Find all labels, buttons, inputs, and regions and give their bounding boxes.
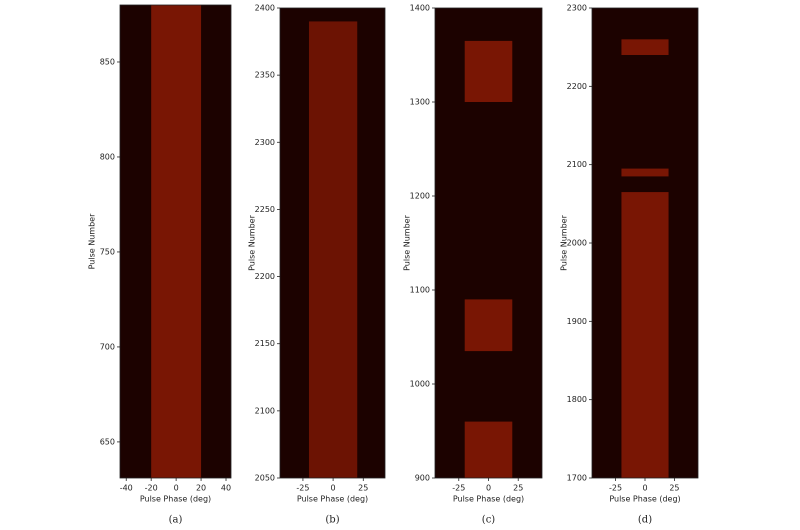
- caption: (a): [169, 515, 183, 526]
- x-tick-label: 0: [331, 484, 336, 493]
- x-tick-label: 0: [642, 484, 647, 493]
- plot-frame: [119, 4, 232, 479]
- y-axis-label: Pulse Number: [88, 213, 97, 269]
- caption: (b): [325, 515, 339, 526]
- x-tick-label: -25: [609, 484, 622, 493]
- y-tick-label: 1100: [410, 286, 430, 295]
- y-tick-label: 800: [100, 152, 115, 161]
- y-tick-label: 1900: [567, 317, 587, 326]
- emission-region: [464, 299, 513, 352]
- y-axis-label: Pulse Number: [560, 214, 569, 270]
- y-tick-label: 2100: [567, 160, 587, 169]
- x-tick-label: -25: [296, 484, 309, 493]
- y-tick-label: 900: [415, 474, 430, 483]
- x-axis-label: Pulse Phase (deg): [609, 495, 680, 504]
- y-tick-label: 1200: [410, 192, 430, 201]
- x-tick-label: -40: [120, 484, 133, 493]
- x-tick-label: 40: [221, 484, 231, 493]
- y-tick-label: 2300: [255, 138, 275, 147]
- y-tick-label: 1000: [410, 380, 430, 389]
- y-axis-label: Pulse Number: [248, 214, 257, 270]
- x-axis-label: Pulse Phase (deg): [140, 495, 211, 504]
- x-tick-label: -20: [145, 484, 158, 493]
- x-tick-label: 25: [358, 484, 368, 493]
- plot-frame: [279, 7, 386, 479]
- y-tick-label: 2150: [255, 339, 275, 348]
- emission-region: [464, 421, 513, 478]
- y-tick-label: 850: [100, 57, 115, 66]
- y-tick-label: 2400: [255, 4, 275, 13]
- y-tick-label: 1800: [567, 395, 587, 404]
- y-tick-label: 2100: [255, 406, 275, 415]
- y-tick-label: 2350: [255, 71, 275, 80]
- y-tick-label: 2050: [255, 474, 275, 483]
- y-tick-label: 2250: [255, 205, 275, 214]
- y-tick-label: 700: [100, 342, 115, 351]
- y-tick-label: 2200: [567, 82, 587, 91]
- emission-region: [621, 39, 669, 55]
- x-tick-label: -25: [452, 484, 465, 493]
- caption: (d): [638, 515, 652, 526]
- y-tick-label: 2000: [567, 239, 587, 248]
- emission-region: [464, 40, 513, 102]
- emission-region: [621, 168, 669, 177]
- y-tick-label: 1700: [567, 474, 587, 483]
- emission-region: [308, 21, 358, 479]
- x-axis-label: Pulse Phase (deg): [453, 495, 524, 504]
- y-tick-label: 1300: [410, 98, 430, 107]
- y-tick-label: 650: [100, 437, 115, 446]
- emission-region: [151, 5, 202, 478]
- emission-region: [621, 192, 669, 479]
- x-tick-label: 25: [513, 484, 523, 493]
- y-axis-label: Pulse Number: [403, 214, 412, 270]
- y-tick-label: 1400: [410, 4, 430, 13]
- x-axis-label: Pulse Phase (deg): [297, 495, 368, 504]
- x-tick-label: 25: [669, 484, 679, 493]
- caption: (c): [482, 515, 496, 526]
- y-tick-label: 2200: [255, 272, 275, 281]
- x-tick-label: 0: [486, 484, 491, 493]
- x-tick-label: 20: [196, 484, 206, 493]
- y-tick-label: 2300: [567, 4, 587, 13]
- x-tick-label: 0: [174, 484, 179, 493]
- y-tick-label: 750: [100, 247, 115, 256]
